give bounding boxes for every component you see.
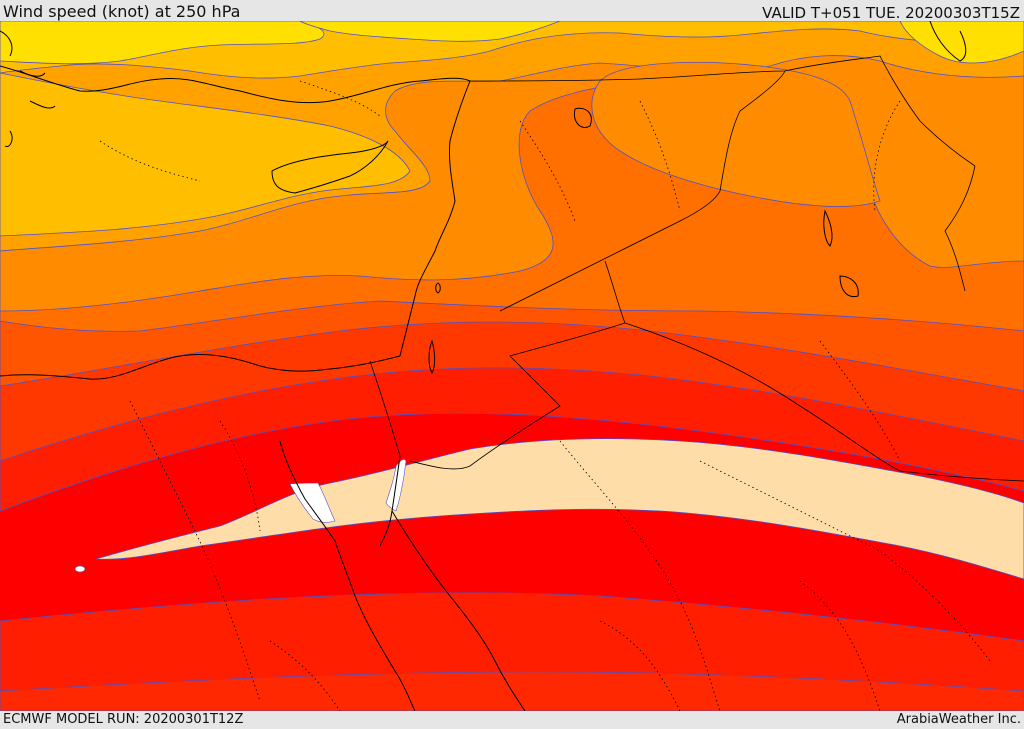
levant-coast (399, 80, 471, 357)
credit-label: ArabiaWeather Inc. (896, 712, 1021, 727)
jet-core (95, 438, 1024, 580)
band-orange-inner-east (591, 61, 881, 207)
border-saudi-iraq (624, 322, 1024, 482)
band-yellow-ne (899, 21, 1024, 64)
border-iran-iraq (944, 165, 976, 292)
lake-van (573, 107, 592, 128)
cyprus (271, 140, 389, 194)
red-sea-coast (354, 595, 416, 711)
iran-lake (839, 275, 859, 298)
footer-bar: ECMWF MODEL RUN: 20200301T12Z ArabiaWeat… (0, 711, 1024, 729)
caspian-west (929, 21, 967, 62)
border-turkey-syria (469, 55, 976, 167)
band-yellow-north (299, 21, 561, 42)
coastlines (0, 21, 967, 711)
border-syria-iraq (499, 70, 786, 312)
iraq-marsh (823, 209, 833, 247)
model-run-label: ECMWF MODEL RUN: 20200301T12Z (3, 712, 244, 727)
political-borders (369, 55, 1024, 482)
valid-time-label: VALID T+051 TUE. 20200303T15Z (762, 4, 1020, 22)
internal-borders (99, 80, 991, 711)
red-sea-east-coast (391, 510, 526, 711)
turkey-coast (0, 65, 471, 104)
band-yellow-nw (0, 21, 325, 65)
map-title: Wind speed (knot) at 250 hPa (3, 2, 241, 21)
sinai-gulf-suez (279, 440, 356, 597)
aegean-islands (0, 30, 56, 148)
wind-speed-map[interactable] (0, 21, 1024, 711)
header-bar: Wind speed (knot) at 250 hPa VALID T+051… (0, 0, 1024, 22)
border-egypt-israel (369, 360, 401, 457)
egypt-north-coast (0, 353, 401, 380)
band-amber-west (0, 72, 411, 237)
border-jordan (409, 260, 626, 470)
dead-sea (428, 339, 436, 375)
sea-of-galilee (435, 282, 441, 294)
jet-blob (74, 565, 86, 573)
